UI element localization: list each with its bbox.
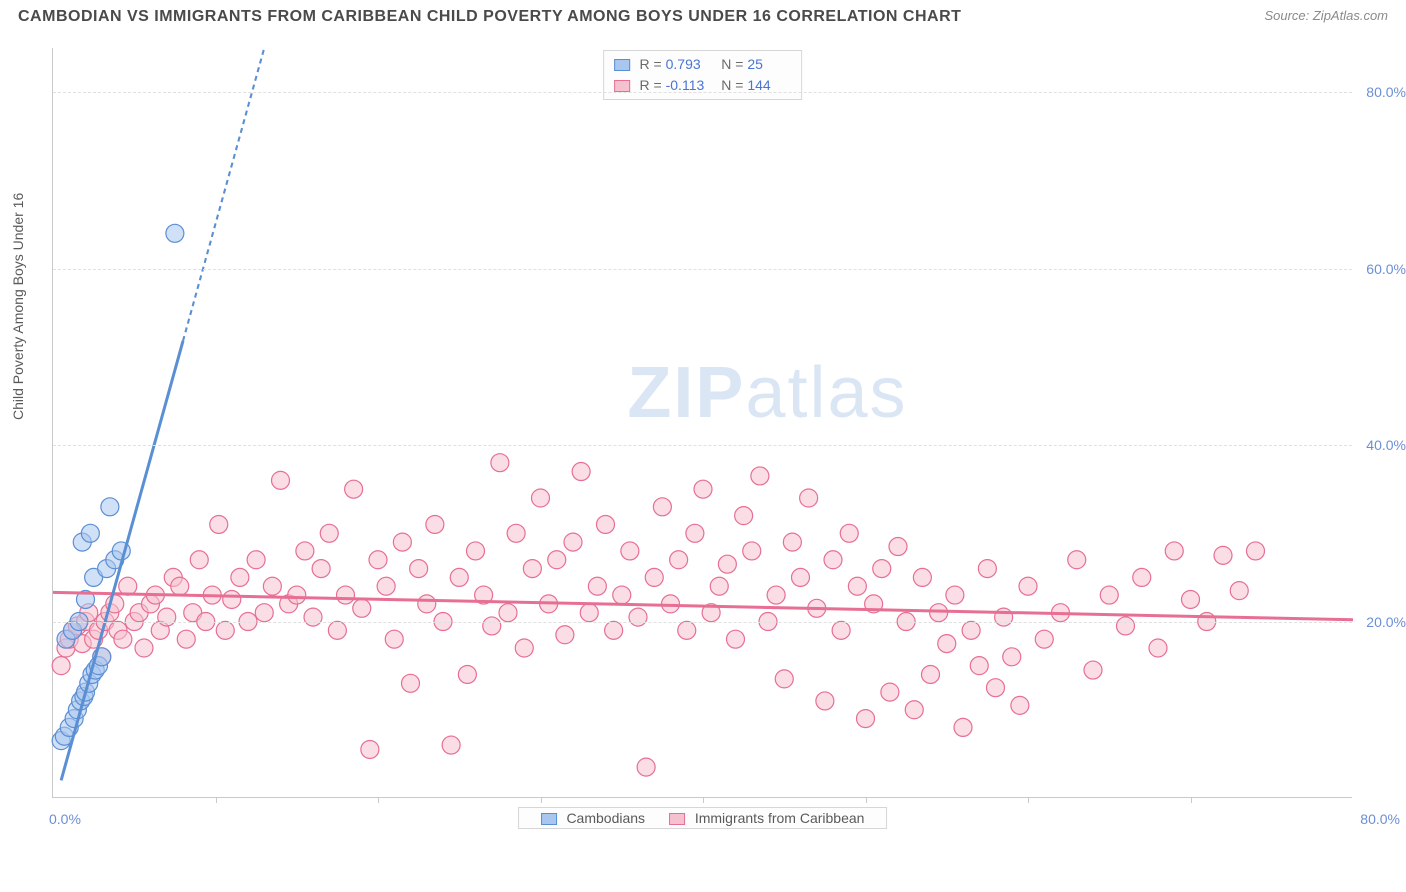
chart-plot-area: ZIPatlas R = 0.793 N = 25 R = -0.113 N =…: [52, 48, 1352, 798]
scatter-svg: [53, 48, 1352, 797]
legend-item-1: Cambodians: [541, 810, 646, 826]
legend: Cambodians Immigrants from Caribbean: [518, 807, 888, 829]
x-axis-end-label: 80.0%: [1360, 811, 1400, 827]
y-axis-label: Child Poverty Among Boys Under 16: [10, 193, 26, 420]
stats-row-series-1: R = 0.793 N = 25: [614, 54, 792, 75]
legend-swatch-2: [669, 813, 685, 825]
x-axis-start-label: 0.0%: [49, 811, 81, 827]
source-attribution: Source: ZipAtlas.com: [1264, 8, 1388, 23]
legend-item-2: Immigrants from Caribbean: [669, 810, 865, 826]
legend-swatch-1: [541, 813, 557, 825]
swatch-series-2: [614, 80, 630, 92]
swatch-series-1: [614, 59, 630, 71]
chart-title: CAMBODIAN VS IMMIGRANTS FROM CARIBBEAN C…: [18, 8, 961, 26]
